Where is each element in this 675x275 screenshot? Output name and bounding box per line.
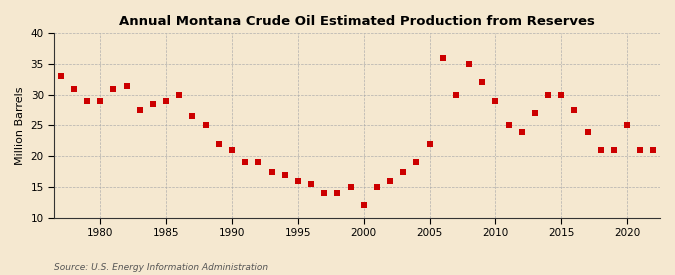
Point <box>319 191 329 195</box>
Point <box>556 93 566 97</box>
Point <box>398 169 408 174</box>
Point <box>174 93 185 97</box>
Point <box>582 130 593 134</box>
Point <box>148 102 159 106</box>
Point <box>134 108 145 112</box>
Point <box>108 86 119 91</box>
Point <box>358 203 369 208</box>
Point <box>622 123 632 128</box>
Point <box>266 169 277 174</box>
Point <box>543 93 554 97</box>
Point <box>279 172 290 177</box>
Point <box>595 148 606 152</box>
Point <box>161 99 171 103</box>
Point <box>332 191 343 195</box>
Point <box>292 178 303 183</box>
Point <box>82 99 92 103</box>
Point <box>635 148 646 152</box>
Point <box>648 148 659 152</box>
Title: Annual Montana Crude Oil Estimated Production from Reserves: Annual Montana Crude Oil Estimated Produ… <box>119 15 595 28</box>
Point <box>569 108 580 112</box>
Point <box>450 93 461 97</box>
Point <box>477 80 487 85</box>
Point <box>55 74 66 79</box>
Point <box>385 178 396 183</box>
Point <box>253 160 264 164</box>
Y-axis label: Million Barrels: Million Barrels <box>15 86 25 165</box>
Point <box>529 111 540 116</box>
Point <box>306 182 317 186</box>
Point <box>437 56 448 60</box>
Point <box>69 86 80 91</box>
Point <box>200 123 211 128</box>
Point <box>227 148 238 152</box>
Point <box>503 123 514 128</box>
Point <box>464 62 475 66</box>
Point <box>345 185 356 189</box>
Point <box>187 114 198 119</box>
Text: Source: U.S. Energy Information Administration: Source: U.S. Energy Information Administ… <box>54 263 268 272</box>
Point <box>213 142 224 146</box>
Point <box>95 99 106 103</box>
Point <box>122 83 132 88</box>
Point <box>490 99 501 103</box>
Point <box>371 185 382 189</box>
Point <box>424 142 435 146</box>
Point <box>516 130 527 134</box>
Point <box>608 148 619 152</box>
Point <box>411 160 422 164</box>
Point <box>240 160 250 164</box>
